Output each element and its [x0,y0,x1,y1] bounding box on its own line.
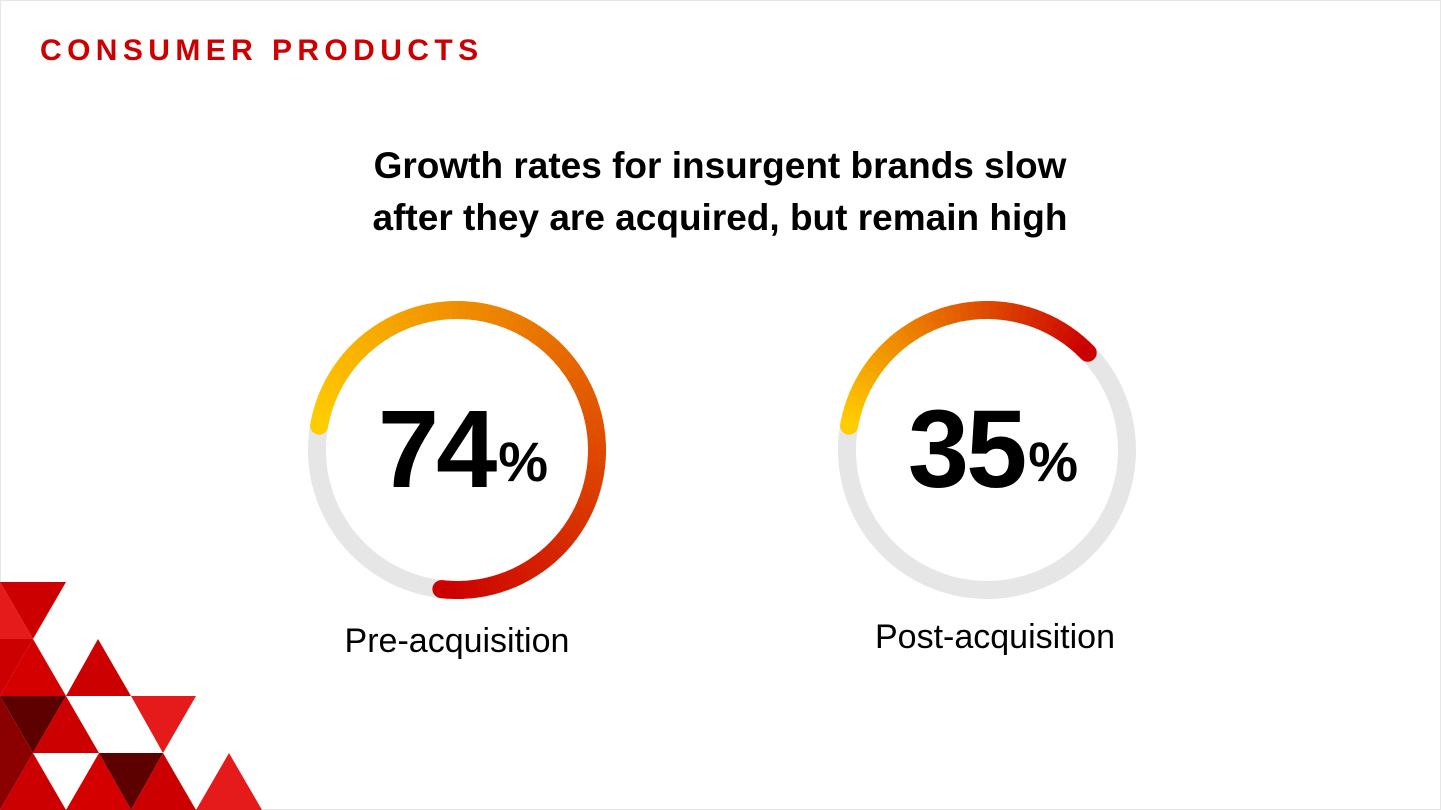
decor-triangle [0,696,66,753]
decor-triangle [0,753,33,810]
gauge-label-pre-acquisition: Pre-acquisition [344,622,570,660]
chart-title: Growth rates for insurgent brands slow a… [220,140,1220,244]
decor-triangle [33,696,99,753]
gauge-arc-end-cap [432,580,451,599]
decor-triangle [99,753,163,810]
gauge-arc-start-cap [840,416,859,435]
gauge-arc-start-cap [310,416,329,435]
decor-triangle [0,582,66,639]
decor-triangle [0,753,66,810]
decor-triangle [0,639,66,696]
decor-triangle [131,753,196,810]
gauge-arc [310,301,606,599]
gauge-value: 74% [297,290,617,610]
decor-triangle [0,696,33,753]
gauge-pre-acquisition: 74% [297,290,617,610]
gauge-value-unit: % [1028,430,1079,493]
gauge-value-unit: % [498,430,549,493]
decor-triangle [196,753,262,810]
decor-triangle [66,753,131,810]
gauge-value: 35% [827,290,1147,610]
chart-title-line-2: after they are acquired, but remain high [372,197,1068,238]
category-label: CONSUMER PRODUCTS [40,34,484,67]
chart-title-line-1: Growth rates for insurgent brands slow [373,145,1067,186]
gauge-arc-end-cap [1078,343,1097,362]
gauge-value-number: 35 [907,388,1027,511]
decor-triangle [0,582,33,639]
gauge-post-acquisition-svg [838,301,1136,599]
gauge-value-number: 74 [377,388,497,511]
decorative-triangle-pattern [0,582,262,810]
gauge-label-post-acquisition: Post-acquisition [874,618,1115,656]
gauge-post-acquisition: 35% [827,290,1147,610]
decor-triangle [66,639,131,696]
gauge-arc [840,301,1097,435]
decor-triangle [131,696,196,753]
gauge-pre-acquisition-svg [308,301,606,599]
